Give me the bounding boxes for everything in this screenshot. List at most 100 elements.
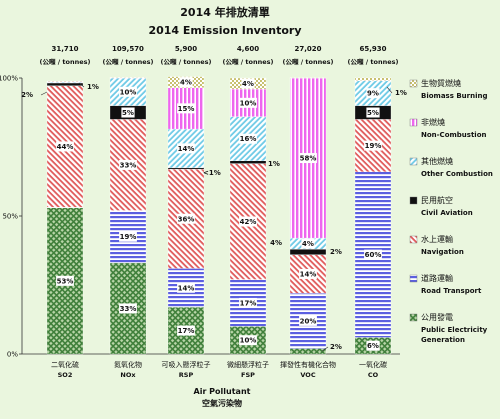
segment-label-bg <box>366 107 380 118</box>
legend-label: Other Combustion <box>421 170 493 178</box>
legend-label: Road Transport <box>421 287 482 295</box>
segment-label: 4% <box>242 80 254 88</box>
segment-label-bg <box>299 153 317 164</box>
segment-label: 15% <box>178 105 195 113</box>
segment-label: 4% <box>302 240 314 248</box>
segment-label: 44% <box>57 143 74 151</box>
category-unit: (公噸 / tonnes) <box>161 57 212 66</box>
legend-swatch-other <box>409 157 418 166</box>
bar-segment-civil <box>289 248 327 255</box>
legend-label-zh: 公用發電 <box>421 313 453 322</box>
category-total: 5,900 <box>175 45 197 53</box>
bar-segment-biomass <box>354 77 392 81</box>
legend-label-zh: 非燃燒 <box>421 117 445 127</box>
bar-stack-rsp: 5,900 (公噸 / tonnes) 17% 14% 36% 14% 15% 4% 可吸入懸浮… <box>161 45 212 379</box>
x-category-label: RSP <box>179 371 194 379</box>
legend-label: Civil Aviation <box>421 209 473 217</box>
outside-label: 2% <box>21 91 33 99</box>
legend-label: Non-Combustion <box>421 131 487 139</box>
x-category-label: FSP <box>241 371 255 379</box>
outside-label: 1% <box>268 160 280 168</box>
legend-swatch-biomass <box>409 79 418 88</box>
x-category-label-zh: 二氧化硫 <box>51 360 79 369</box>
segment-label-bg <box>119 86 137 97</box>
category-unit: (公噸 / tonnes) <box>283 57 334 66</box>
segment-label: 14% <box>178 284 195 292</box>
legend-swatch-noncomb <box>409 118 418 127</box>
segment-label-bg <box>239 335 257 346</box>
legend-label: Biomass Burning <box>421 92 487 100</box>
segment-label-bg <box>301 238 315 249</box>
segment-label: 6% <box>367 342 379 350</box>
bar-segment-biomass <box>46 80 84 82</box>
y-tick-label: 50% <box>2 213 18 221</box>
legend-label-zh: 其他燃燒 <box>421 156 453 166</box>
segment-label: 14% <box>300 270 317 278</box>
category-total: 31,710 <box>51 45 78 53</box>
legend-label-zh: 道路運輸 <box>421 273 453 283</box>
legend: 生物質燃燒 Biomass Burning 非燃燒 Non-Combustion 其他燃… <box>409 78 493 344</box>
segment-label: 5% <box>122 109 134 117</box>
segment-label: 42% <box>240 218 257 226</box>
bar-segment-civil <box>167 167 205 170</box>
x-category-label: VOC <box>300 371 315 379</box>
segment-label: 10% <box>120 88 137 96</box>
legend-label: Public Electricity <box>421 326 488 334</box>
segment-label: 36% <box>178 215 195 223</box>
x-axis-title: Air Pollutant <box>194 387 251 396</box>
outside-label: 1% <box>395 89 407 97</box>
category-unit: (公噸 / tonnes) <box>223 57 274 66</box>
segment-label: 9% <box>367 90 379 98</box>
x-category-label-zh: 微細懸浮粒子 <box>227 360 269 369</box>
segment-label: 10% <box>240 337 257 345</box>
segment-label-bg <box>364 249 382 260</box>
legend-label: Navigation <box>421 248 464 256</box>
x-category-label: CO <box>368 371 379 379</box>
segment-label-bg <box>119 303 137 314</box>
segment-label-bg <box>364 140 382 151</box>
segment-label: 53% <box>57 277 74 285</box>
chart-subtitle: 2014 Emission Inventory <box>148 24 301 37</box>
segment-label-bg <box>177 143 195 154</box>
leader-line <box>386 86 393 94</box>
segment-label: 20% <box>300 317 317 325</box>
segment-label-bg <box>56 141 74 152</box>
outside-label: <1% <box>203 169 221 177</box>
x-category-label: NOx <box>120 371 136 379</box>
x-category-label-zh: 可吸入懸浮粒子 <box>162 360 211 369</box>
segment-label: 58% <box>300 155 317 163</box>
segment-label-bg <box>239 216 257 227</box>
chart-title: 2014 年排放清單 <box>180 5 269 19</box>
category-total: 65,930 <box>359 45 386 53</box>
segment-label-bg <box>239 97 257 108</box>
segment-label-bg <box>179 77 193 88</box>
segment-label-bg <box>366 340 380 351</box>
segment-label: 14% <box>178 145 195 153</box>
outside-label: 2% <box>330 343 342 351</box>
segment-label-bg <box>56 275 74 286</box>
category-total: 109,570 <box>112 45 144 53</box>
segment-label: 4% <box>180 79 192 87</box>
axes: 0% 50% 100% <box>0 75 400 359</box>
category-unit: (公噸 / tonnes) <box>103 57 154 66</box>
legend-swatch-civil <box>409 196 418 205</box>
y-tick-label: 100% <box>0 75 18 83</box>
segment-label-bg <box>119 231 137 242</box>
bar-stack-co: 65,930 (公噸 / tonnes) 6% 60% 19% 5% 9% 一氧化碳 CO <box>348 45 399 379</box>
bar-segment-power <box>289 348 327 355</box>
x-category-label-zh: 氮氧化物 <box>114 360 142 369</box>
y-tick-label: 0% <box>7 351 18 359</box>
legend-label-zh: 民用航空 <box>421 195 453 205</box>
leader-line <box>321 346 329 352</box>
x-category-label: SO2 <box>58 371 73 379</box>
segment-label-bg <box>239 133 257 144</box>
leader-line <box>78 82 85 88</box>
segment-label: 33% <box>120 305 137 313</box>
legend-swatch-navigation <box>409 235 418 244</box>
legend-label: Generation <box>421 336 465 344</box>
category-total: 27,020 <box>294 45 321 53</box>
segment-label-bg <box>177 213 195 224</box>
x-category-label-zh: 一氧化碳 <box>359 360 387 369</box>
segment-label-bg <box>241 78 255 89</box>
